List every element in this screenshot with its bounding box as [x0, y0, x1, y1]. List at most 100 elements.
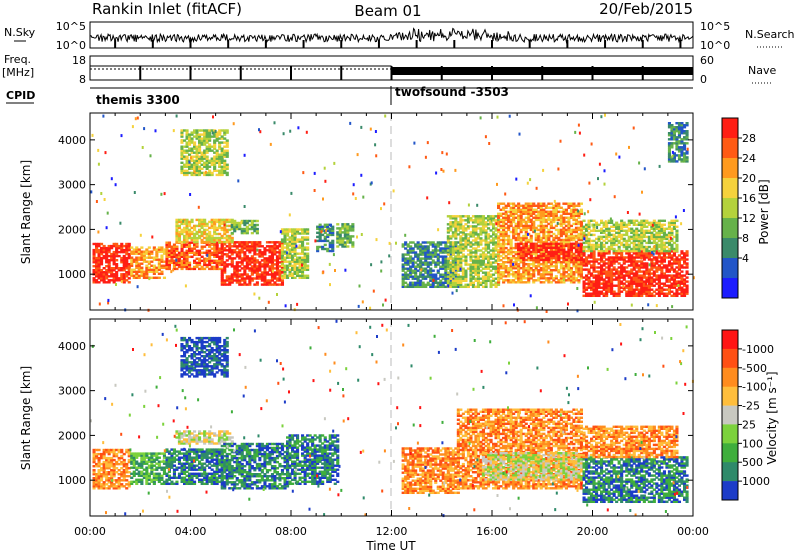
heatmap-cell — [527, 252, 531, 256]
heatmap-cell — [622, 258, 626, 261]
heatmap-cell — [464, 269, 468, 272]
heatmap-cell — [539, 275, 543, 278]
heatmap-cell — [235, 265, 239, 268]
heatmap-cell — [205, 238, 209, 242]
heatmap-cell — [213, 267, 217, 271]
heatmap-cell — [469, 235, 473, 238]
heatmap-cell — [175, 232, 179, 236]
heatmap-cell — [625, 274, 629, 277]
heatmap-cell — [95, 242, 99, 246]
heatmap-cell — [547, 242, 551, 246]
heatmap-cell — [683, 274, 687, 277]
heatmap-cell — [620, 235, 624, 239]
heatmap-cell — [233, 227, 237, 231]
heatmap-cell — [582, 231, 586, 235]
heatmap-cell — [263, 275, 267, 278]
heatmap-cell — [534, 279, 538, 282]
heatmap-cell — [607, 290, 611, 293]
heatmap-cell — [630, 247, 634, 251]
heatmap-cell — [441, 241, 445, 244]
heatmap-cell — [492, 233, 496, 236]
heatmap-cell — [195, 251, 199, 255]
heatmap-cell — [225, 224, 229, 228]
heatmap-cell — [198, 165, 202, 169]
heatmap-cell — [446, 273, 450, 276]
heatmap-cell — [522, 275, 526, 278]
heatmap-cell — [620, 274, 624, 277]
heatmap-cell — [577, 261, 581, 264]
heatmap-cell — [592, 262, 596, 265]
heatmap-cell — [183, 245, 187, 248]
heatmap-cell — [605, 241, 609, 245]
heatmap-cell — [502, 220, 506, 224]
heatmap-cell — [288, 256, 292, 259]
heatmap-cell — [188, 265, 192, 269]
heatmap-cell — [198, 133, 202, 136]
heatmap-cell — [255, 265, 259, 268]
heatmap-cell — [612, 241, 616, 245]
heatmap-cell — [188, 167, 192, 171]
heatmap-cell — [243, 253, 247, 256]
heatmap-cell — [602, 278, 606, 281]
heatmap-cell — [519, 254, 523, 258]
heatmap-cell — [175, 267, 179, 271]
heatmap-cell — [188, 163, 192, 167]
heatmap-cell — [132, 274, 136, 278]
heatmap-cell — [489, 257, 493, 260]
heatmap-cell — [522, 267, 526, 270]
heatmap-cell — [632, 292, 636, 295]
heatmap-cell — [188, 255, 192, 259]
heatmap-cell — [587, 276, 591, 279]
heatmap-cell — [592, 264, 596, 267]
heatmap-cell — [152, 258, 156, 261]
heatmap-cell — [280, 250, 285, 253]
heatmap-cell — [446, 267, 450, 270]
heatmap-cell — [429, 253, 433, 256]
heatmap-cell — [243, 279, 247, 282]
heatmap-cell — [547, 256, 551, 260]
heatmap-cell — [562, 244, 566, 248]
heatmap-cell — [657, 256, 661, 259]
heatmap-cell — [248, 249, 252, 252]
heatmap-cell — [564, 212, 569, 216]
heatmap-cell — [431, 273, 435, 276]
heatmap-cell — [303, 228, 307, 231]
heatmap-cell — [534, 261, 538, 264]
heatmap-cell — [635, 237, 639, 241]
heatmap-cell — [592, 258, 596, 261]
heatmap-cell — [150, 250, 154, 253]
heatmap-cell — [220, 263, 224, 267]
heatmap-cell — [223, 137, 227, 140]
heatmap-cell — [602, 225, 606, 229]
heatmap-cell — [557, 248, 561, 252]
heatmap-cell — [640, 282, 644, 285]
heatmap-cell — [587, 254, 591, 257]
heatmap-cell — [283, 240, 287, 243]
heatmap-cell — [645, 292, 649, 295]
heatmap-cell — [657, 254, 661, 257]
heatmap-cell — [527, 269, 531, 272]
heatmap-cell — [627, 254, 631, 257]
heatmap-cell — [471, 267, 476, 270]
heatmap-cell — [590, 292, 594, 295]
heatmap-cell — [514, 277, 518, 280]
heatmap-cell — [574, 246, 579, 250]
heatmap-cell — [494, 237, 498, 240]
heatmap-cell — [652, 280, 656, 283]
heatmap-cell — [203, 230, 207, 234]
heatmap-cell — [416, 243, 420, 246]
heatmap-cell — [519, 259, 523, 262]
heatmap-cell — [497, 279, 501, 282]
heatmap-cell — [685, 276, 689, 279]
heatmap-cell — [188, 143, 192, 146]
heatmap-cell — [446, 261, 450, 264]
heatmap-cell — [152, 266, 156, 270]
heatmap-cell — [286, 248, 290, 251]
heatmap-cell — [579, 202, 584, 205]
heatmap-cell — [142, 258, 146, 261]
heatmap-cell — [431, 251, 435, 254]
heatmap-cell — [464, 283, 468, 287]
heatmap-cell — [419, 253, 423, 256]
heatmap-cell — [270, 249, 275, 252]
heatmap-cell — [527, 214, 531, 218]
